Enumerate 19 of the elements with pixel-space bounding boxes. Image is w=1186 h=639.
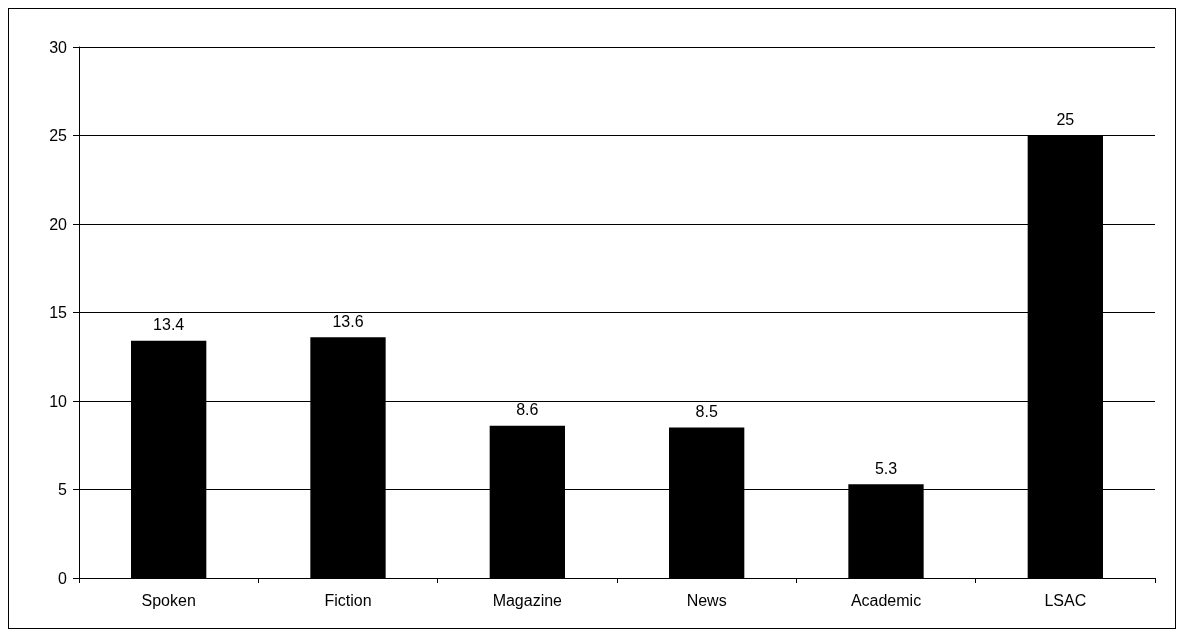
x-tick-label: LSAC (1044, 591, 1087, 609)
y-tick-label: 10 (49, 392, 68, 410)
data-label: 8.6 (516, 401, 539, 419)
data-label: 25 (1056, 111, 1075, 128)
y-tick-label: 30 (49, 38, 68, 56)
y-tick-label: 5 (58, 481, 68, 498)
data-label: 5.3 (874, 459, 898, 477)
data-label: 13.4 (153, 316, 185, 334)
x-tick-label: Fiction (324, 591, 372, 609)
y-tick-label: 15 (49, 304, 68, 321)
y-tick-label: 0 (58, 569, 68, 587)
y-tick-label: 20 (49, 215, 68, 233)
data-label: 13.6 (332, 312, 364, 330)
x-tick-label: Spoken (141, 591, 196, 609)
x-tick-label: Academic (850, 591, 922, 609)
x-tick-label: Magazine (492, 591, 563, 609)
x-tick-label: News (686, 591, 727, 609)
y-tick-label: 25 (49, 127, 68, 144)
data-label: 8.5 (695, 403, 718, 421)
